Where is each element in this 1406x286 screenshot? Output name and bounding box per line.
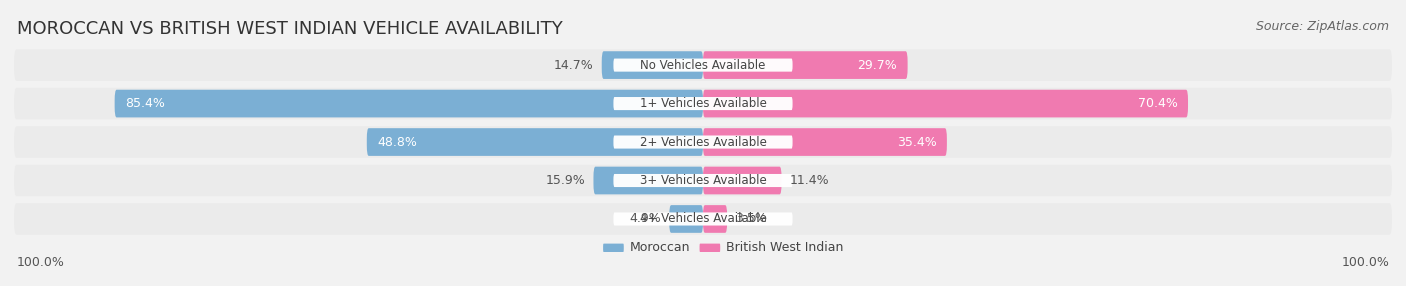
FancyBboxPatch shape (613, 97, 793, 110)
FancyBboxPatch shape (613, 212, 793, 226)
FancyBboxPatch shape (703, 90, 1188, 118)
FancyBboxPatch shape (367, 128, 703, 156)
Text: 100.0%: 100.0% (17, 256, 65, 269)
Text: 3+ Vehicles Available: 3+ Vehicles Available (640, 174, 766, 187)
Text: 14.7%: 14.7% (554, 59, 593, 72)
FancyBboxPatch shape (613, 136, 793, 149)
Text: 11.4%: 11.4% (790, 174, 830, 187)
FancyBboxPatch shape (703, 205, 727, 233)
Text: British West Indian: British West Indian (725, 241, 844, 254)
Text: Moroccan: Moroccan (630, 241, 690, 254)
Text: 70.4%: 70.4% (1137, 97, 1178, 110)
FancyBboxPatch shape (603, 244, 624, 252)
FancyBboxPatch shape (613, 59, 793, 72)
FancyBboxPatch shape (703, 167, 782, 194)
Text: 35.4%: 35.4% (897, 136, 936, 148)
Text: 48.8%: 48.8% (377, 136, 418, 148)
FancyBboxPatch shape (14, 88, 1392, 119)
Text: 2+ Vehicles Available: 2+ Vehicles Available (640, 136, 766, 148)
FancyBboxPatch shape (14, 126, 1392, 158)
Text: 29.7%: 29.7% (858, 59, 897, 72)
Text: 85.4%: 85.4% (125, 97, 165, 110)
FancyBboxPatch shape (115, 90, 703, 118)
Text: 4.9%: 4.9% (630, 212, 661, 225)
FancyBboxPatch shape (703, 51, 908, 79)
Text: No Vehicles Available: No Vehicles Available (640, 59, 766, 72)
FancyBboxPatch shape (602, 51, 703, 79)
Text: MOROCCAN VS BRITISH WEST INDIAN VEHICLE AVAILABILITY: MOROCCAN VS BRITISH WEST INDIAN VEHICLE … (17, 20, 562, 38)
Text: 100.0%: 100.0% (1341, 256, 1389, 269)
Text: 4+ Vehicles Available: 4+ Vehicles Available (640, 212, 766, 225)
FancyBboxPatch shape (14, 49, 1392, 81)
FancyBboxPatch shape (613, 174, 793, 187)
FancyBboxPatch shape (700, 244, 720, 252)
FancyBboxPatch shape (14, 203, 1392, 235)
Text: 1+ Vehicles Available: 1+ Vehicles Available (640, 97, 766, 110)
Text: 15.9%: 15.9% (546, 174, 585, 187)
FancyBboxPatch shape (14, 165, 1392, 196)
FancyBboxPatch shape (669, 205, 703, 233)
FancyBboxPatch shape (703, 128, 946, 156)
Text: 3.5%: 3.5% (735, 212, 768, 225)
Text: Source: ZipAtlas.com: Source: ZipAtlas.com (1256, 20, 1389, 33)
FancyBboxPatch shape (593, 167, 703, 194)
